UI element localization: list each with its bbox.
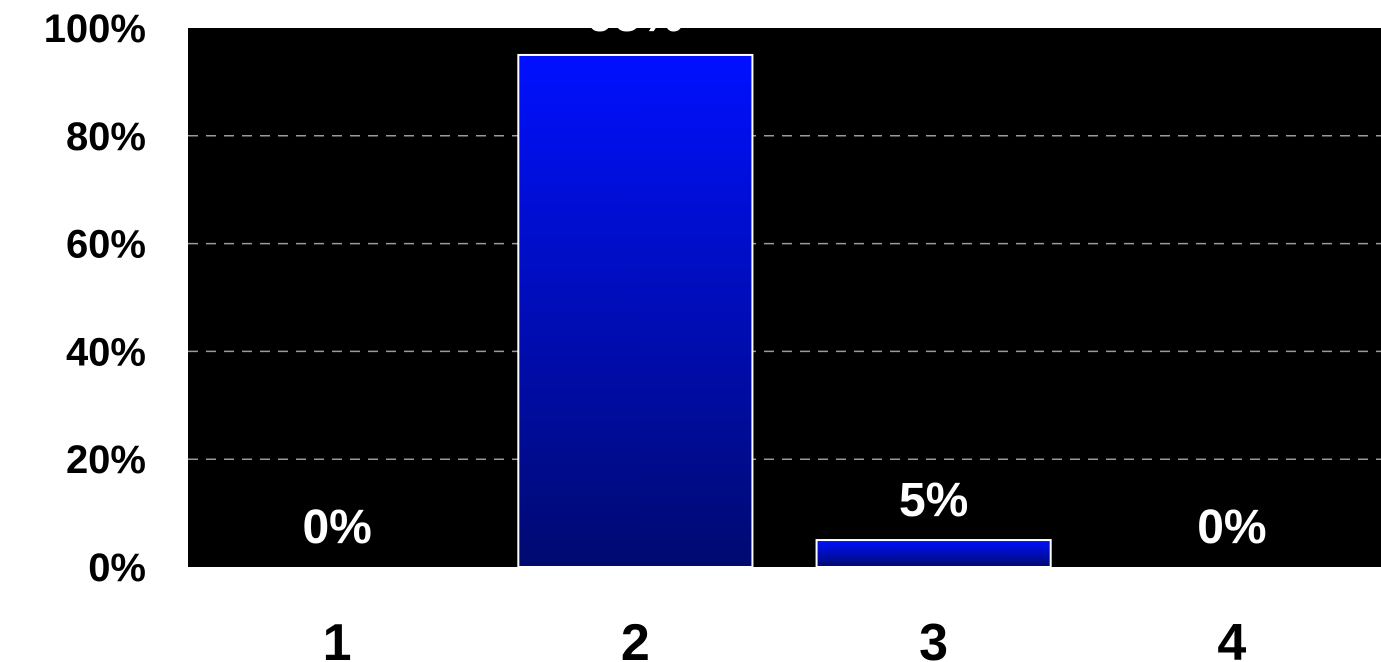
y-tick-label: 60%	[66, 223, 146, 267]
y-tick-label: 80%	[66, 115, 146, 159]
x-axis-category-labels: 1 2 3 4	[323, 614, 1247, 662]
y-axis-tick-labels: 0% 20% 40% 60% 80% 100%	[44, 7, 146, 590]
x-category-label: 1	[323, 614, 352, 662]
bar	[817, 540, 1051, 567]
bar	[518, 55, 752, 567]
x-category-label: 3	[919, 614, 948, 662]
x-category-label: 4	[1217, 614, 1246, 662]
y-tick-label: 40%	[66, 330, 146, 374]
y-tick-label: 100%	[44, 7, 146, 51]
plot-area	[188, 28, 1381, 567]
data-label: 95%	[587, 0, 683, 42]
data-label: 5%	[899, 474, 968, 527]
data-label: 0%	[302, 501, 371, 554]
y-tick-label: 0%	[88, 546, 146, 590]
y-tick-label: 20%	[66, 438, 146, 482]
x-category-label: 2	[621, 614, 650, 662]
data-label: 0%	[1197, 501, 1266, 554]
